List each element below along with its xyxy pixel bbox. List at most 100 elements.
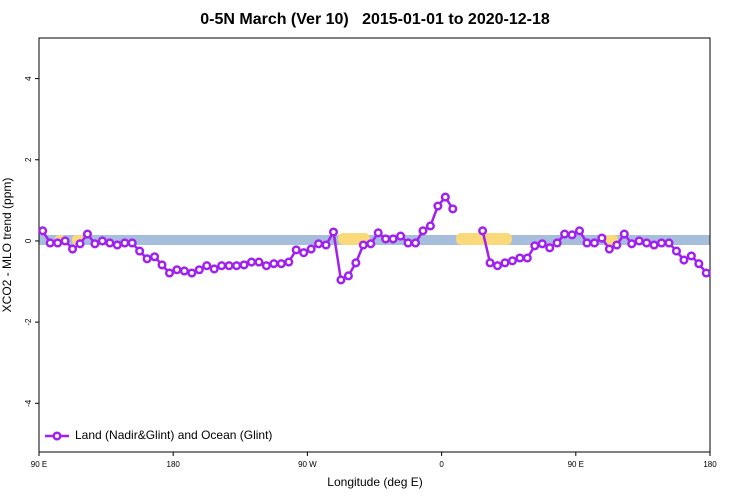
data-point [560, 229, 570, 239]
data-point [574, 226, 585, 236]
data-point [515, 253, 525, 263]
data-point [686, 251, 696, 261]
chart-title: 0-5N March (Ver 10) 2015-01-01 to 2020-1… [200, 11, 550, 28]
data-point [552, 238, 562, 248]
data-point [440, 192, 450, 202]
data-point [381, 234, 391, 244]
data-point [500, 258, 510, 268]
x-axis-label: Longitude (deg E) [327, 475, 422, 489]
data-point [90, 239, 100, 249]
data-point [246, 257, 257, 267]
y-tick-label: 2 [24, 157, 33, 162]
data-point [284, 257, 294, 267]
data-point [492, 261, 503, 271]
data-point [75, 239, 85, 249]
data-point [336, 275, 346, 285]
data-point [269, 259, 279, 269]
data-point [343, 271, 353, 281]
data-point [224, 261, 234, 271]
data-point [299, 248, 309, 258]
data-point [627, 239, 637, 249]
y-tick-label: -4 [24, 399, 33, 407]
data-point [202, 261, 212, 271]
data-point [328, 227, 339, 237]
data-point [545, 243, 555, 253]
data-point [239, 260, 249, 270]
data-point [649, 240, 659, 250]
data-point [172, 265, 182, 275]
data-point [217, 261, 227, 271]
data-point [597, 233, 607, 243]
data-point [485, 258, 495, 268]
data-point [530, 241, 540, 251]
data-point [291, 245, 301, 255]
data-point [701, 268, 711, 278]
data-point [60, 236, 70, 246]
data-point [82, 229, 93, 239]
data-point [664, 238, 674, 248]
data-point [351, 258, 361, 268]
data-point [232, 261, 242, 271]
legend-label: Land (Nadir&Glint) and Ocean (Glint) [75, 428, 272, 442]
y-axis-label: XCO2 - MLO trend (ppm) [0, 178, 14, 313]
data-point [403, 238, 413, 248]
data-point [120, 238, 130, 248]
data-point [358, 240, 368, 250]
legend-marker [52, 431, 62, 441]
data-point [642, 238, 652, 248]
data-point [418, 226, 428, 236]
x-tick-label: 90 E [568, 460, 584, 469]
data-point [373, 228, 383, 238]
data-point [433, 201, 443, 211]
data-point [582, 238, 592, 248]
data-point [396, 231, 406, 241]
data-point [142, 254, 152, 264]
data-point [261, 261, 271, 271]
data-point [388, 234, 398, 244]
data-point [478, 226, 488, 236]
x-tick-label: 0 [439, 460, 444, 469]
data-point [321, 240, 331, 250]
x-tick-label: 90 E [31, 460, 47, 469]
data-point [604, 244, 614, 254]
data-point [164, 268, 175, 278]
data-point [537, 239, 547, 249]
y-tick-label: -2 [24, 318, 33, 326]
data-point [619, 229, 629, 239]
data-point [97, 236, 107, 246]
data-point [567, 230, 577, 240]
data-point [38, 226, 48, 236]
data-point [187, 268, 197, 278]
plot-frame [38, 37, 711, 453]
data-point [209, 264, 219, 274]
data-point [589, 238, 599, 248]
y-tick-label: 4 [24, 76, 33, 81]
data-point [105, 238, 115, 248]
data-point [150, 252, 160, 262]
data-point [656, 238, 667, 248]
data-point [612, 240, 622, 250]
data-point [448, 204, 458, 214]
data-point [45, 238, 55, 248]
data-point [410, 238, 421, 248]
data-point [634, 236, 644, 246]
data-point [314, 239, 324, 249]
data-point [679, 255, 689, 265]
x-tick-label: 180 [703, 460, 717, 469]
data-point [306, 244, 316, 254]
data-point [194, 265, 204, 275]
data-point [68, 244, 78, 254]
data-point [522, 253, 532, 263]
x-tick-label: 90 W [298, 460, 317, 469]
data-point [179, 266, 189, 276]
data-point [425, 221, 435, 231]
data-point [366, 239, 376, 249]
data-point [127, 238, 137, 248]
data-point [254, 257, 264, 267]
data-point [671, 246, 682, 256]
data-point [276, 259, 286, 269]
data-point [135, 246, 145, 256]
data-point [53, 238, 63, 248]
data-point [507, 256, 517, 266]
